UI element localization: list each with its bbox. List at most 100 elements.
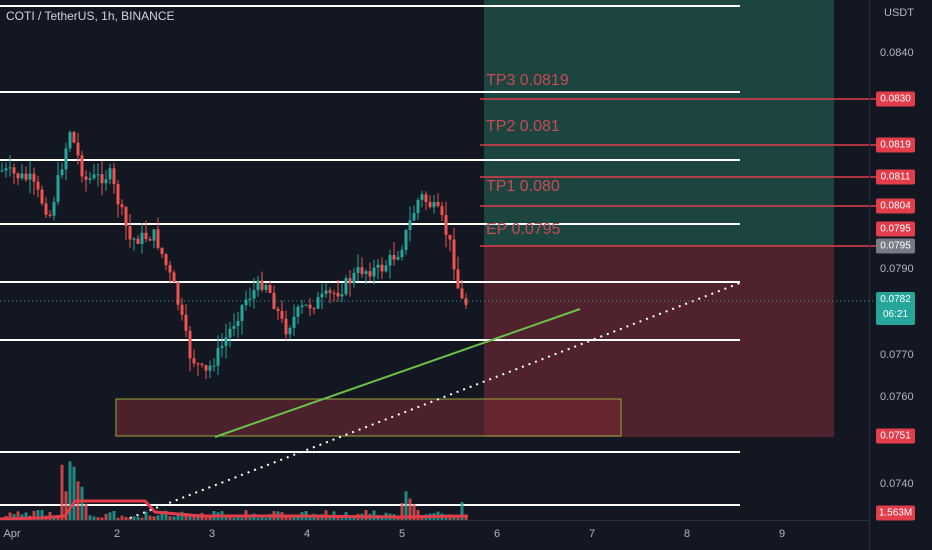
- candle-body: [96, 174, 100, 176]
- candle-body: [280, 310, 284, 319]
- volume-bar: [288, 515, 292, 520]
- volume-bar: [308, 515, 312, 520]
- candle-body: [284, 318, 288, 335]
- candle-body: [120, 204, 124, 208]
- candle-body: [384, 265, 388, 272]
- volume-badge: 1.563M: [876, 505, 915, 521]
- candle-body: [76, 142, 80, 156]
- volume-bar: [340, 516, 344, 520]
- candle-body: [100, 174, 104, 184]
- candle-body: [380, 264, 384, 272]
- volume-bar: [32, 510, 36, 520]
- candle-body: [436, 202, 440, 207]
- volume-bar: [92, 516, 96, 520]
- time-tick: 5: [398, 528, 406, 540]
- candle-body: [56, 175, 60, 202]
- volume-bar: [68, 461, 72, 520]
- candle-body: [156, 229, 160, 248]
- volume-bar: [140, 517, 144, 520]
- candle-body: [216, 348, 220, 366]
- candle-body: [340, 294, 344, 297]
- candle-body: [8, 167, 12, 169]
- price-tick: 0.0740: [880, 478, 914, 490]
- price-badge-tp1-line: 0.0811: [876, 169, 915, 185]
- candle-body: [92, 174, 96, 179]
- candle-body: [428, 201, 432, 208]
- volume-bar: [460, 502, 464, 520]
- volume-bar: [136, 516, 140, 520]
- candle-body: [136, 238, 140, 244]
- volume-bar: [248, 516, 252, 520]
- price-axis-separator: [869, 0, 870, 550]
- volume-bar: [152, 516, 156, 520]
- candle-body: [464, 298, 468, 305]
- candle-body: [332, 292, 336, 294]
- volume-bar: [412, 504, 416, 520]
- volume-bar: [168, 516, 172, 520]
- candle-body: [364, 271, 368, 275]
- candle-body: [188, 330, 192, 359]
- tp1-label[interactable]: TP1 0.080: [486, 178, 560, 195]
- volume-bar: [176, 514, 180, 520]
- candle-body: [204, 365, 208, 371]
- candle-body: [44, 203, 48, 215]
- candle-body: [116, 184, 120, 205]
- time-tick: 7: [588, 528, 596, 540]
- volume-bar: [284, 515, 288, 520]
- candle-body: [68, 132, 72, 149]
- volume-bar: [100, 517, 104, 520]
- volume-bar: [348, 516, 352, 520]
- candle-body: [460, 288, 464, 299]
- time-tick: 9: [778, 528, 786, 540]
- candle-body: [40, 189, 44, 204]
- candle-body: [448, 234, 452, 240]
- volume-bar: [124, 516, 128, 520]
- price-badge-entry: 0.0795: [876, 238, 915, 254]
- time-tick: 2: [113, 528, 121, 540]
- volume-bar: [408, 498, 412, 520]
- candle-body: [368, 271, 372, 277]
- candle-body: [344, 278, 348, 295]
- candle-body: [236, 320, 240, 327]
- time-tick: Apr: [3, 528, 21, 540]
- price-axis-unit: USDT: [884, 7, 914, 19]
- volume-bar: [8, 512, 12, 520]
- volume-bar: [56, 517, 60, 520]
- candle-body: [108, 168, 112, 180]
- candle-body: [52, 201, 56, 216]
- price-badge-tp3-line: 0.0830: [876, 91, 915, 107]
- candle-body: [112, 168, 116, 185]
- candle-body: [124, 207, 128, 227]
- candle-body: [200, 363, 204, 366]
- price-badge-ep-line: 0.0795: [876, 221, 915, 237]
- candle-body: [164, 254, 168, 266]
- candle-body: [376, 264, 380, 268]
- candle-body: [184, 314, 188, 331]
- candle-body: [276, 308, 280, 311]
- candle-body: [324, 290, 328, 294]
- volume-bar: [148, 515, 152, 520]
- symbol-title[interactable]: COTI / TetherUS, 1h, BINANCE: [6, 9, 175, 23]
- time-tick: 8: [683, 528, 691, 540]
- candle-body: [312, 308, 316, 310]
- candle-body: [240, 305, 244, 321]
- candle-body: [316, 297, 320, 309]
- candle-body: [396, 257, 400, 260]
- volume-bar: [160, 511, 164, 520]
- volume-bar: [164, 510, 168, 520]
- volume-bar: [380, 517, 384, 520]
- tp3-label[interactable]: TP3 0.0819: [486, 72, 569, 89]
- candle-body: [456, 269, 460, 289]
- volume-bar: [260, 516, 264, 520]
- candle-body: [224, 337, 228, 346]
- bar-countdown: 06:21: [882, 309, 909, 320]
- candle-body: [372, 267, 376, 277]
- tp2-label[interactable]: TP2 0.081: [486, 118, 560, 135]
- volume-bar: [24, 512, 28, 520]
- ep-label[interactable]: EP 0.0795: [486, 221, 561, 238]
- candle-body: [172, 272, 176, 283]
- candle-body: [400, 249, 404, 258]
- volume-bar: [352, 517, 356, 520]
